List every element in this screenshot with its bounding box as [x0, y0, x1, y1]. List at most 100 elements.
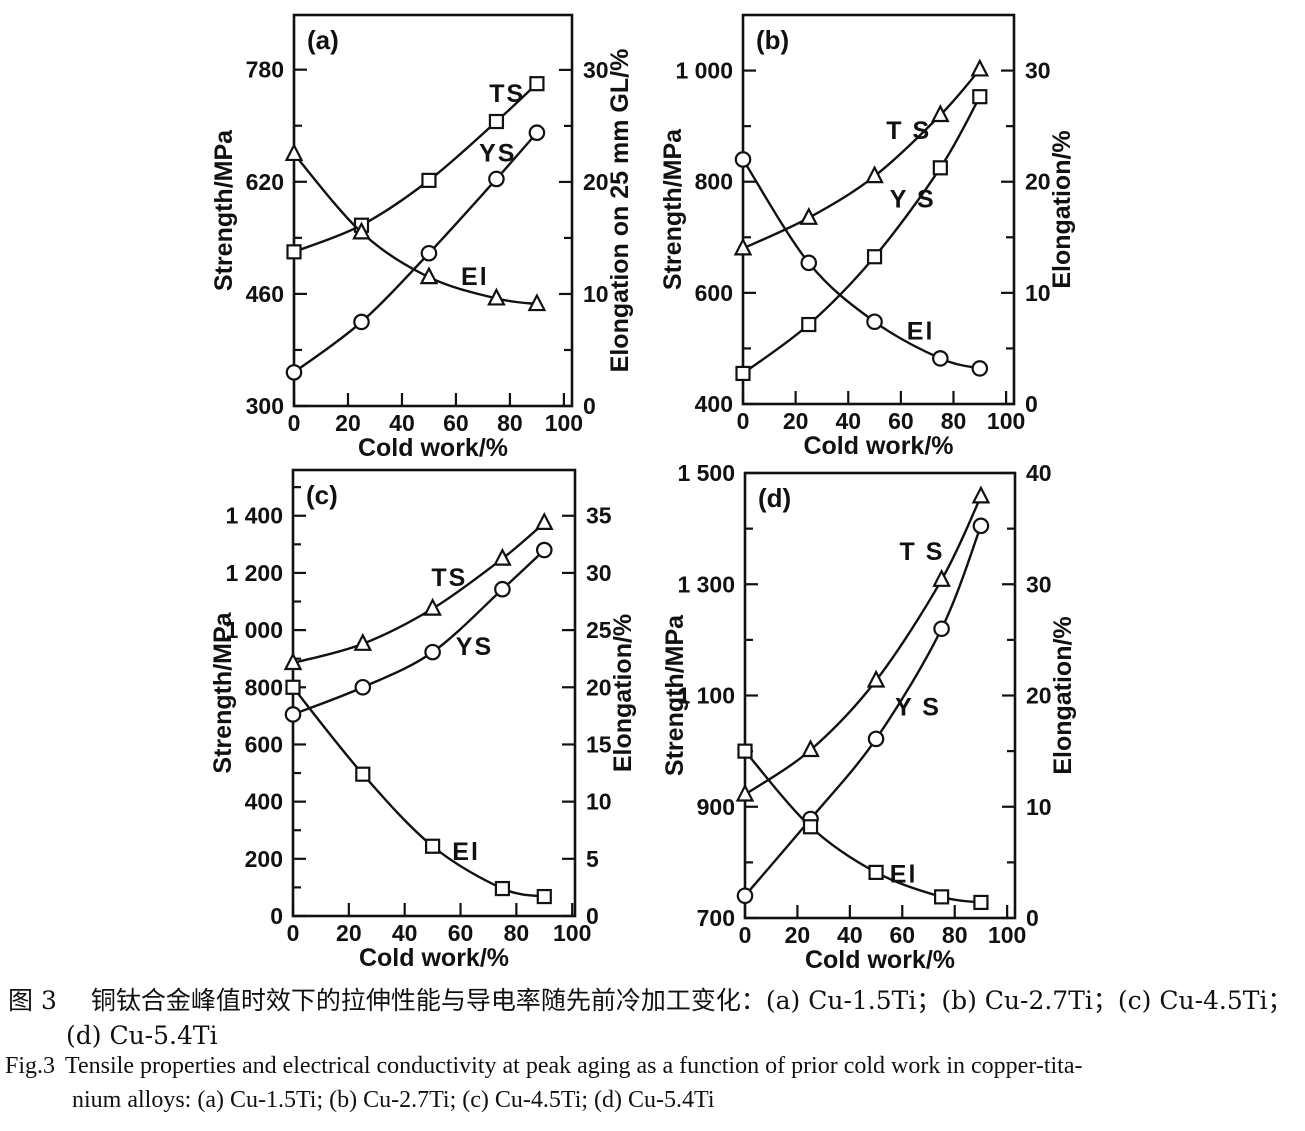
chart-a-YS-circle-marker [285, 364, 303, 381]
chart-c-TS-triangle-marker [423, 597, 442, 616]
chart-b-El-circle-marker [866, 313, 883, 331]
left-tick-label: 780 [246, 57, 284, 83]
x-tick-label: 60 [448, 920, 474, 946]
chart-c-YS-circle-marker [494, 580, 511, 598]
left-tick-label: 0 [270, 903, 283, 929]
right-tick-label: 10 [586, 789, 612, 815]
x-tick-label: 80 [942, 922, 968, 948]
panel-label-c: (c) [306, 480, 338, 510]
chart-c-El-square-marker [494, 880, 511, 897]
chart-b-TS-triangle-marker [931, 104, 950, 123]
x-tick-label: 40 [389, 410, 415, 436]
left-tick-label: 900 [697, 794, 735, 820]
left-tick-label: 1 000 [675, 58, 733, 84]
chart-c-YS-circle-marker [535, 541, 553, 559]
chart-d-El-square-marker [737, 743, 753, 759]
right-tick-label: 0 [583, 393, 596, 419]
chart-b-YS-square-marker [735, 365, 751, 382]
chart-d-YS-circle-marker [867, 730, 885, 748]
x-tick-label: 100 [545, 410, 583, 436]
left-tick-label: 620 [246, 169, 284, 195]
panel-label-d: (d) [758, 483, 791, 513]
x-tick-label: 80 [941, 408, 967, 434]
chart-d-line-TS [744, 495, 983, 796]
x-tick-label: 80 [504, 920, 530, 946]
left-tick-label: 1 500 [677, 460, 735, 486]
chart-d-El-square-marker [973, 894, 989, 911]
chart-a-YS-circle-marker [420, 244, 438, 262]
right-axis-title: Elongation on 25 mm GL/% [606, 49, 634, 373]
x-tick-label: 100 [553, 920, 591, 946]
chart-c-YS-circle-marker [354, 678, 372, 696]
left-tick-label: 600 [245, 731, 283, 757]
chart-a-line-TS [293, 82, 538, 253]
caption-cn-figure-label: 图 3 [8, 986, 57, 1015]
caption-en-line-1: Fig.3 Tensile properties and electrical c… [5, 1052, 1082, 1081]
x-tick-label: 100 [987, 408, 1025, 434]
left-tick-label: 1 200 [225, 560, 283, 586]
x-tick-label: 20 [785, 922, 811, 948]
x-tick-label: 0 [739, 922, 752, 948]
right-tick-label: 30 [1026, 571, 1052, 597]
caption-en-text: Tensile properties and electrical conduc… [65, 1053, 1083, 1079]
left-axis-title: Strength/MPa [209, 611, 237, 773]
chart-a-TS-square-marker [421, 172, 437, 188]
chart-b-El-circle-marker [932, 350, 949, 367]
right-tick-label: 20 [1025, 169, 1051, 195]
left-axis-title: Strength/MPa [661, 614, 689, 776]
caption-cn-line-1: 图 3 铜钛合金峰值时效下的拉伸性能与导电率随先前冷加工变化：(a) Cu-1.5… [8, 986, 1292, 1016]
left-tick-label: 300 [246, 393, 284, 419]
chart-b-YS-square-marker [866, 249, 883, 265]
chart-a-El-triangle-marker [419, 266, 439, 285]
chart-a-label-YS: YS [479, 139, 516, 167]
chart-d-label-YS: Y S [895, 694, 941, 722]
right-tick-label: 15 [586, 731, 612, 757]
chart-b-TS-triangle-marker [970, 58, 990, 77]
left-tick-label: 400 [695, 391, 733, 417]
chart-c-YS-circle-marker [284, 706, 302, 723]
chart-b-line-YS [742, 96, 981, 375]
chart-c-TS-triangle-marker [353, 632, 373, 651]
left-tick-label: 1 300 [677, 571, 735, 597]
chart-a-line-El [293, 153, 538, 306]
chart-d-TS-triangle-marker [971, 485, 991, 504]
right-axis-title: Elongation/% [1049, 616, 1077, 774]
x-axis-title: Cold work/% [805, 946, 955, 974]
chart-b-El-circle-marker [734, 151, 752, 168]
x-axis-title: Cold work/% [803, 432, 953, 460]
chart-a-El-triangle-marker [527, 293, 547, 312]
panel-label-a: (a) [307, 25, 339, 55]
chart-a-label-El: El [461, 263, 489, 291]
x-tick-label: 100 [988, 922, 1026, 948]
chart-c-label-TS: TS [431, 564, 467, 592]
chart-b-TS-triangle-marker [733, 237, 753, 256]
plot-frame [292, 13, 574, 408]
chart-c-line-YS [292, 549, 546, 716]
right-tick-label: 10 [583, 281, 609, 307]
left-axis-title: Strength/MPa [210, 129, 238, 291]
right-tick-label: 30 [1025, 58, 1051, 84]
panel-label-b: (b) [756, 25, 789, 55]
right-tick-label: 35 [586, 503, 612, 529]
x-tick-label: 20 [336, 920, 362, 946]
x-tick-label: 60 [443, 410, 469, 436]
right-tick-label: 40 [1026, 460, 1052, 486]
chart-d-El-square-marker [934, 889, 950, 905]
left-tick-label: 1 000 [225, 617, 283, 643]
caption-en-line-2: nium alloys: (a) Cu-1.5Ti; (b) Cu-2.7Ti;… [72, 1087, 715, 1113]
chart-d-TS-triangle-marker [801, 739, 820, 758]
chart-d-YS-circle-marker [972, 517, 990, 535]
x-tick-label: 20 [335, 410, 361, 436]
chart-a-YS-circle-marker [528, 124, 546, 142]
x-tick-label: 0 [737, 408, 750, 434]
left-tick-label: 400 [245, 789, 283, 815]
chart-a-line-YS [293, 131, 538, 374]
chart-b-label-YS: Y S [890, 185, 936, 213]
chart-c-El-square-marker [425, 838, 441, 854]
x-tick-label: 60 [889, 922, 915, 948]
left-tick-label: 600 [695, 280, 733, 306]
